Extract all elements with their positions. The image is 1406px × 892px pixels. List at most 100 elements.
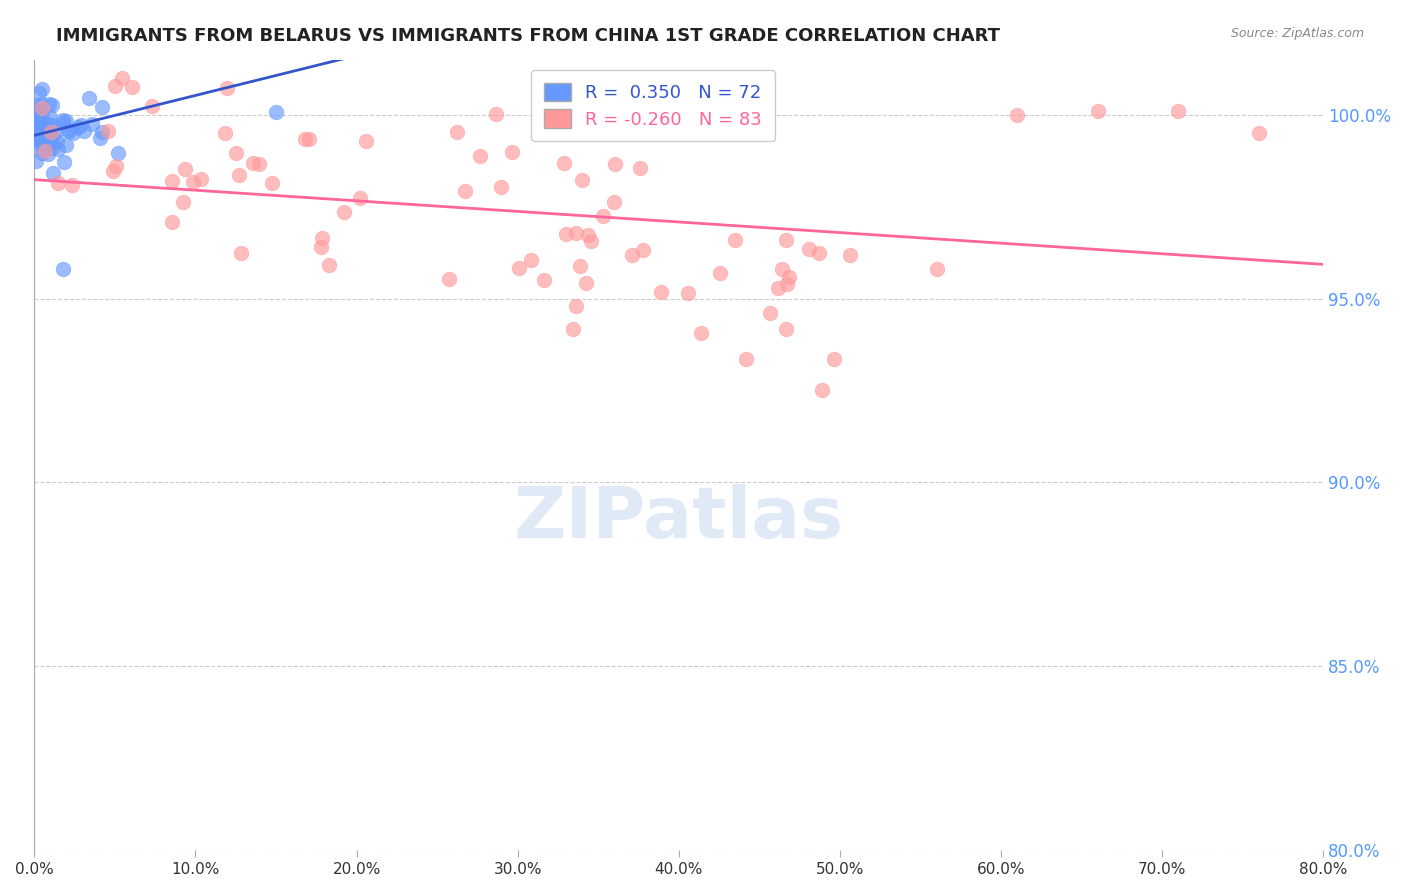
Point xyxy=(107,145,129,160)
Point xyxy=(41,118,63,132)
Point xyxy=(775,233,797,247)
Point xyxy=(571,173,593,187)
Point xyxy=(30,116,52,130)
Point xyxy=(776,277,799,291)
Point xyxy=(501,145,523,159)
Point xyxy=(27,123,49,137)
Point xyxy=(190,171,212,186)
Point xyxy=(27,106,49,120)
Point xyxy=(333,205,356,219)
Point xyxy=(80,117,103,131)
Point xyxy=(311,231,333,245)
Point xyxy=(41,141,63,155)
Point xyxy=(181,175,204,189)
Point xyxy=(650,285,672,299)
Point xyxy=(34,123,56,137)
Point xyxy=(454,185,477,199)
Point xyxy=(38,128,60,142)
Point xyxy=(32,142,55,156)
Point xyxy=(172,195,194,210)
Point xyxy=(53,155,76,169)
Point xyxy=(41,136,63,150)
Point xyxy=(735,352,758,367)
Point xyxy=(808,245,831,260)
Point xyxy=(58,123,80,137)
Point xyxy=(41,98,63,112)
Point xyxy=(30,118,52,132)
Point xyxy=(775,321,797,335)
Legend: R =  0.350   N = 72, R = -0.260   N = 83: R = 0.350 N = 72, R = -0.260 N = 83 xyxy=(531,70,775,142)
Point xyxy=(38,129,60,144)
Point xyxy=(28,106,51,120)
Point xyxy=(630,161,652,176)
Point xyxy=(349,191,371,205)
Point xyxy=(778,270,800,285)
Point xyxy=(318,259,340,273)
Point xyxy=(24,118,46,132)
Point xyxy=(104,159,127,173)
Point xyxy=(31,81,53,95)
Point xyxy=(811,384,834,398)
Point xyxy=(41,125,63,139)
Point xyxy=(264,105,287,120)
Point xyxy=(247,157,270,171)
Text: ZIPatlas: ZIPatlas xyxy=(513,483,844,553)
Point xyxy=(41,166,63,180)
Point xyxy=(38,110,60,124)
Point xyxy=(31,102,53,116)
Point xyxy=(489,180,512,194)
Point xyxy=(30,122,52,136)
Point xyxy=(38,97,60,112)
Point xyxy=(30,96,52,111)
Point xyxy=(242,156,264,170)
Point xyxy=(31,145,53,160)
Point xyxy=(1247,126,1270,140)
Point xyxy=(770,261,793,276)
Point xyxy=(231,245,253,260)
Point xyxy=(27,117,49,131)
Point xyxy=(437,272,460,286)
Point xyxy=(30,103,52,118)
Point xyxy=(260,176,283,190)
Point xyxy=(309,240,332,254)
Point xyxy=(27,109,49,123)
Point xyxy=(34,145,56,159)
Point xyxy=(58,123,80,137)
Point xyxy=(565,227,588,241)
Point xyxy=(25,99,48,113)
Point xyxy=(34,128,56,142)
Point xyxy=(215,81,238,95)
Point xyxy=(1087,104,1109,119)
Point xyxy=(228,168,250,182)
Point xyxy=(724,233,747,247)
Point xyxy=(24,131,46,145)
Point xyxy=(46,176,69,190)
Point xyxy=(174,162,197,177)
Point xyxy=(678,286,700,301)
Point xyxy=(66,120,89,134)
Point xyxy=(533,273,555,287)
Point xyxy=(46,142,69,156)
Point xyxy=(121,80,143,95)
Point xyxy=(91,100,114,114)
Point xyxy=(709,266,731,280)
Point xyxy=(77,91,100,105)
Point xyxy=(27,87,49,101)
Point xyxy=(592,209,614,223)
Point xyxy=(37,117,59,131)
Point xyxy=(823,352,845,367)
Point xyxy=(162,174,184,188)
Point xyxy=(62,126,84,140)
Point xyxy=(298,132,321,146)
Point xyxy=(468,149,491,163)
Point xyxy=(446,125,468,139)
Point xyxy=(55,137,77,152)
Point xyxy=(104,79,127,94)
Point xyxy=(27,109,49,123)
Point xyxy=(90,125,112,139)
Point xyxy=(214,126,236,140)
Point xyxy=(799,242,821,256)
Point xyxy=(141,99,163,113)
Point xyxy=(52,116,75,130)
Point xyxy=(565,299,588,313)
